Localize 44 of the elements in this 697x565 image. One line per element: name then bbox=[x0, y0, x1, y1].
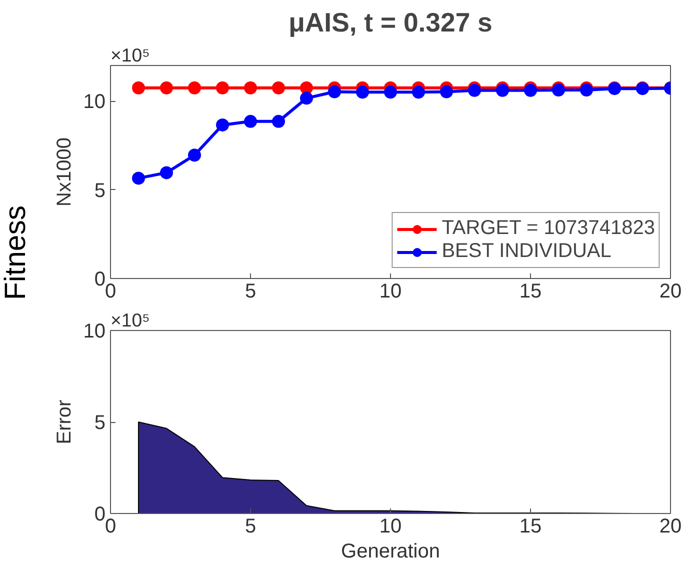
point bbox=[440, 85, 453, 98]
x-tick-label: 5 bbox=[244, 280, 256, 302]
text: ×10⁵ bbox=[110, 44, 150, 66]
text: Fitness bbox=[0, 205, 33, 300]
x-tick-label: 15 bbox=[519, 280, 542, 302]
chart-title: μAIS, t = 0.327 s bbox=[288, 8, 492, 38]
text: ×10⁵ bbox=[110, 310, 150, 330]
point bbox=[580, 84, 593, 96]
x-tick-label: 15 bbox=[519, 516, 542, 538]
point bbox=[216, 81, 229, 94]
x-tick-label: 10 bbox=[379, 280, 402, 302]
x-tick-label: 10 bbox=[379, 516, 402, 538]
x-axis-title: Generation bbox=[341, 540, 440, 562]
point bbox=[132, 172, 145, 185]
y-tick-label: 10 bbox=[83, 320, 106, 342]
y-axis-title: Nx1000 bbox=[53, 138, 76, 206]
x-tick-label: 5 bbox=[244, 516, 256, 538]
point bbox=[160, 81, 173, 94]
point bbox=[328, 85, 341, 98]
y-tick-label: 5 bbox=[94, 180, 106, 202]
point bbox=[244, 81, 257, 94]
point bbox=[272, 114, 285, 128]
point bbox=[160, 166, 173, 180]
point bbox=[300, 92, 313, 105]
y-tick-label: 5 bbox=[94, 412, 106, 434]
y-tick-label: 10 bbox=[83, 91, 106, 113]
point bbox=[412, 86, 425, 99]
point bbox=[468, 84, 481, 97]
x-tick-label: 20 bbox=[659, 280, 682, 302]
point bbox=[244, 114, 257, 128]
point bbox=[496, 84, 509, 97]
point bbox=[216, 118, 229, 132]
point bbox=[524, 84, 537, 97]
point bbox=[384, 86, 397, 99]
legend-label: BEST INDIVIDUAL bbox=[442, 240, 612, 263]
legend-label: TARGET = 1073741823 bbox=[442, 217, 655, 240]
point bbox=[356, 86, 369, 99]
y-axis-title: Error bbox=[53, 399, 76, 444]
x-tick-label: 20 bbox=[659, 516, 682, 538]
point bbox=[132, 81, 145, 94]
point bbox=[188, 148, 201, 162]
point bbox=[272, 81, 285, 94]
point bbox=[188, 81, 201, 94]
point bbox=[552, 84, 565, 96]
